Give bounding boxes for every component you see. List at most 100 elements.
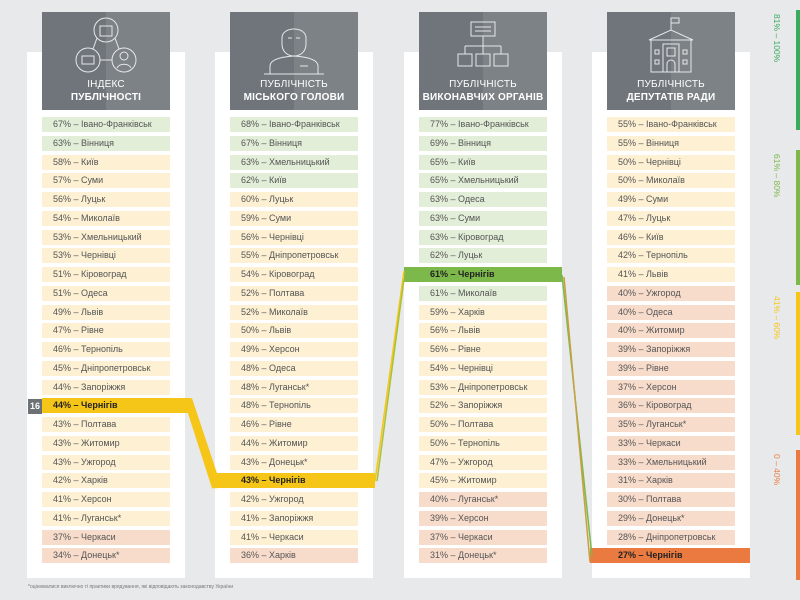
city-row: 40% – Луганськ* [419,492,547,507]
city-row: 31% – Харків [607,473,735,489]
city-row: 53% – Дніпропетровськ [419,379,547,395]
city-row: 58% – Київ [42,154,170,170]
title-line-2: ПУБЛІЧНОСТІ [70,92,142,103]
city-row: 67% – Івано-Франківськ [42,117,170,132]
city-row: 67% – Вінниця [230,135,358,151]
column-title: ІНДЕКС ПУБЛІЧНОСТІ [42,78,170,104]
city-row: 43% – Житомир [42,435,170,451]
city-row: 59% – Суми [230,210,358,226]
legend-color-bar [796,292,800,435]
city-row: 42% – Ужгород [230,492,358,507]
city-row: 49% – Львів [42,304,170,320]
legend-label: 41% – 60% [772,296,782,340]
city-row: 48% – Одеса [230,360,358,376]
city-row: 46% – Київ [607,229,735,245]
connector-col2-col3-a [374,270,405,482]
city-row: 41% – Львів [607,267,735,282]
city-row: 53% – Хмельницький [42,229,170,245]
city-row: 31% – Донецьк* [419,548,547,564]
city-row: 43% – Донецьк* [230,454,358,470]
footnote: *оцінювалися виключно ті практики врядув… [28,584,233,590]
column-header: ПУБЛІЧНІСТЬ ВИКОНАВЧИХ ОРГАНІВ [419,12,547,110]
city-row: 33% – Хмельницький [607,454,735,470]
city-row: 36% – Кіровоград [607,398,735,414]
city-row: 40% – Житомир [607,323,735,339]
city-row: 65% – Хмельницький [419,173,547,189]
city-row: 77% – Івано-Франківськ [419,117,547,132]
city-row: 44% – Запоріжжя [42,379,170,395]
highlighted-city-row: 61% – Чернігів [404,267,562,282]
city-row: 50% – Львів [230,323,358,339]
city-row: 56% – Чернівці [230,229,358,245]
city-row: 29% – Донецьк* [607,510,735,526]
legend-color-bar [796,10,800,130]
city-row: 46% – Тернопіль [42,342,170,357]
legend-label: 81% – 100% [772,14,782,63]
title-line-2: ДЕПУТАТІВ РАДИ [626,92,716,103]
title-line-2: МІСЬКОГО ГОЛОВИ [243,92,345,103]
column-header: ІНДЕКС ПУБЛІЧНОСТІ [42,12,170,110]
city-row: 61% – Миколаїв [419,285,547,301]
city-row: 51% – Одеса [42,285,170,301]
city-row: 63% – Вінниця [42,135,170,151]
city-row: 65% – Київ [419,154,547,170]
city-row: 47% – Луцьк [607,210,735,226]
legend-label: 61% – 80% [772,154,782,198]
city-row: 57% – Суми [42,173,170,189]
highlighted-city-row: 44% – Чернігів [42,398,190,414]
city-row: 30% – Полтава [607,492,735,507]
city-row: 42% – Харків [42,473,170,489]
city-row: 63% – Суми [419,210,547,226]
city-row: 41% – Херсон [42,492,170,507]
column-title: ПУБЛІЧНІСТЬ ВИКОНАВЧИХ ОРГАНІВ [419,78,547,104]
city-row: 33% – Черкаси [607,435,735,451]
city-row: 34% – Донецьк* [42,548,170,564]
city-row: 37% – Херсон [607,379,735,395]
city-row: 43% – Полтава [42,417,170,432]
title-line-1: ПУБЛІЧНІСТЬ [449,79,517,90]
city-row: 43% – Ужгород [42,454,170,470]
city-row: 50% – Полтава [419,417,547,432]
city-row: 39% – Херсон [419,510,547,526]
city-row: 69% – Вінниця [419,135,547,151]
city-row: 44% – Житомир [230,435,358,451]
city-row: 55% – Івано-Франківськ [607,117,735,132]
city-row: 45% – Житомир [419,473,547,489]
city-row: 55% – Дніпропетровськ [230,248,358,264]
connector-col3-col4-b [563,276,591,563]
highlighted-city-row: 43% – Чернігів [215,473,375,489]
city-row: 49% – Суми [607,192,735,207]
city-row: 56% – Луцьк [42,192,170,207]
city-row: 48% – Тернопіль [230,398,358,414]
city-row: 35% – Луганськ* [607,417,735,432]
city-row: 42% – Тернопіль [607,248,735,264]
city-row: 36% – Харків [230,548,358,564]
city-row: 28% – Дніпропетровськ [607,529,735,545]
legend-label: 0 – 40% [772,454,782,486]
city-row: 37% – Черкаси [419,529,547,545]
title-line-2: ВИКОНАВЧИХ ОРГАНІВ [422,92,544,103]
column-title: ПУБЛІЧНІСТЬ МІСЬКОГО ГОЛОВИ [230,78,358,104]
city-row: 68% – Івано-Франківськ [230,117,358,132]
city-row: 37% – Черкаси [42,529,170,545]
title-line-1: ПУБЛІЧНІСТЬ [260,79,328,90]
legend-color-bar [796,450,800,580]
city-row: 45% – Дніпропетровськ [42,360,170,376]
city-row: 56% – Львів [419,323,547,339]
city-row: 47% – Рівне [42,323,170,339]
city-row: 62% – Луцьк [419,248,547,264]
city-row: 50% – Чернівці [607,154,735,170]
rank-badge: 16 [28,399,42,414]
city-row: 63% – Кіровоград [419,229,547,245]
city-row: 54% – Чернівці [419,360,547,376]
connector-col1-col2 [188,398,217,489]
city-row: 40% – Ужгород [607,285,735,301]
city-row: 39% – Запоріжжя [607,342,735,357]
city-row: 63% – Хмельницький [230,154,358,170]
city-row: 55% – Вінниця [607,135,735,151]
city-row: 52% – Полтава [230,285,358,301]
city-row: 39% – Рівне [607,360,735,376]
connector-col2-col3-b [376,278,405,482]
city-row: 51% – Кіровоград [42,267,170,282]
